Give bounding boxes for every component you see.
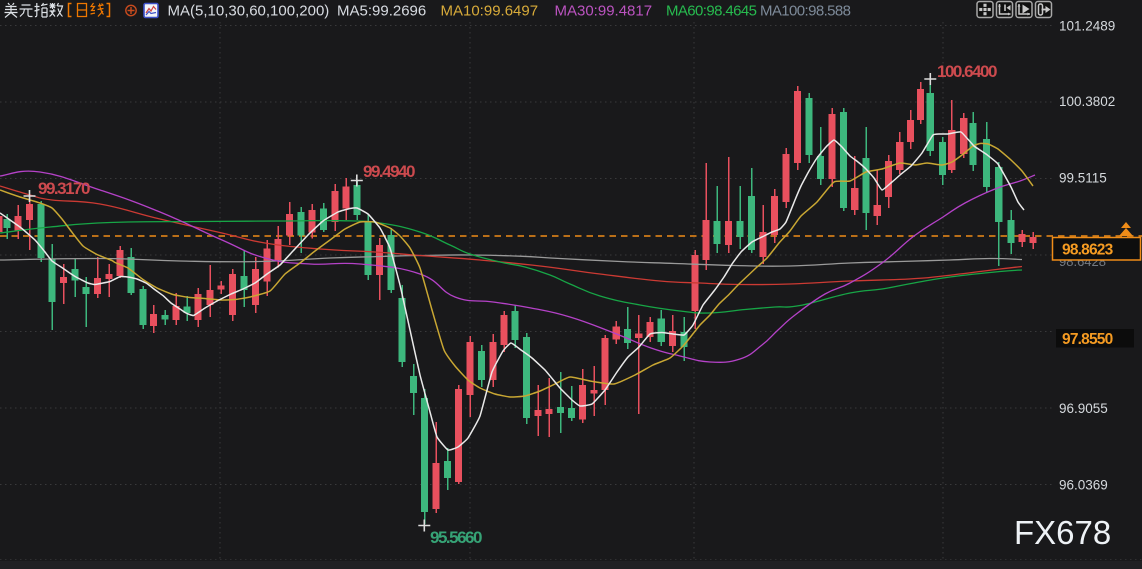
svg-text:100.3802: 100.3802: [1059, 94, 1115, 109]
svg-text:MA30:99.4817: MA30:99.4817: [555, 3, 653, 20]
svg-text:100.6400: 100.6400: [937, 62, 997, 81]
svg-text:96.9055: 96.9055: [1059, 401, 1108, 416]
svg-text:95.5660: 95.5660: [430, 528, 482, 547]
svg-text:FX678: FX678: [1014, 514, 1111, 551]
svg-text:96.0369: 96.0369: [1059, 477, 1108, 492]
svg-text:MA10:99.6497: MA10:99.6497: [441, 3, 539, 20]
svg-text:99.5115: 99.5115: [1059, 170, 1107, 185]
svg-text:97.8550: 97.8550: [1062, 331, 1113, 348]
svg-text:101.2489: 101.2489: [1059, 18, 1115, 33]
svg-text:99.3170: 99.3170: [38, 179, 90, 198]
svg-text:MA(5,10,30,60,100,200): MA(5,10,30,60,100,200): [168, 3, 330, 20]
svg-text:MA5:99.2696: MA5:99.2696: [337, 3, 426, 20]
svg-text:MA100:98.588: MA100:98.588: [760, 3, 851, 20]
svg-text:MA60:98.4645: MA60:98.4645: [666, 3, 757, 20]
svg-text:99.4940: 99.4940: [363, 162, 415, 181]
svg-text:98.8623: 98.8623: [1062, 242, 1114, 259]
